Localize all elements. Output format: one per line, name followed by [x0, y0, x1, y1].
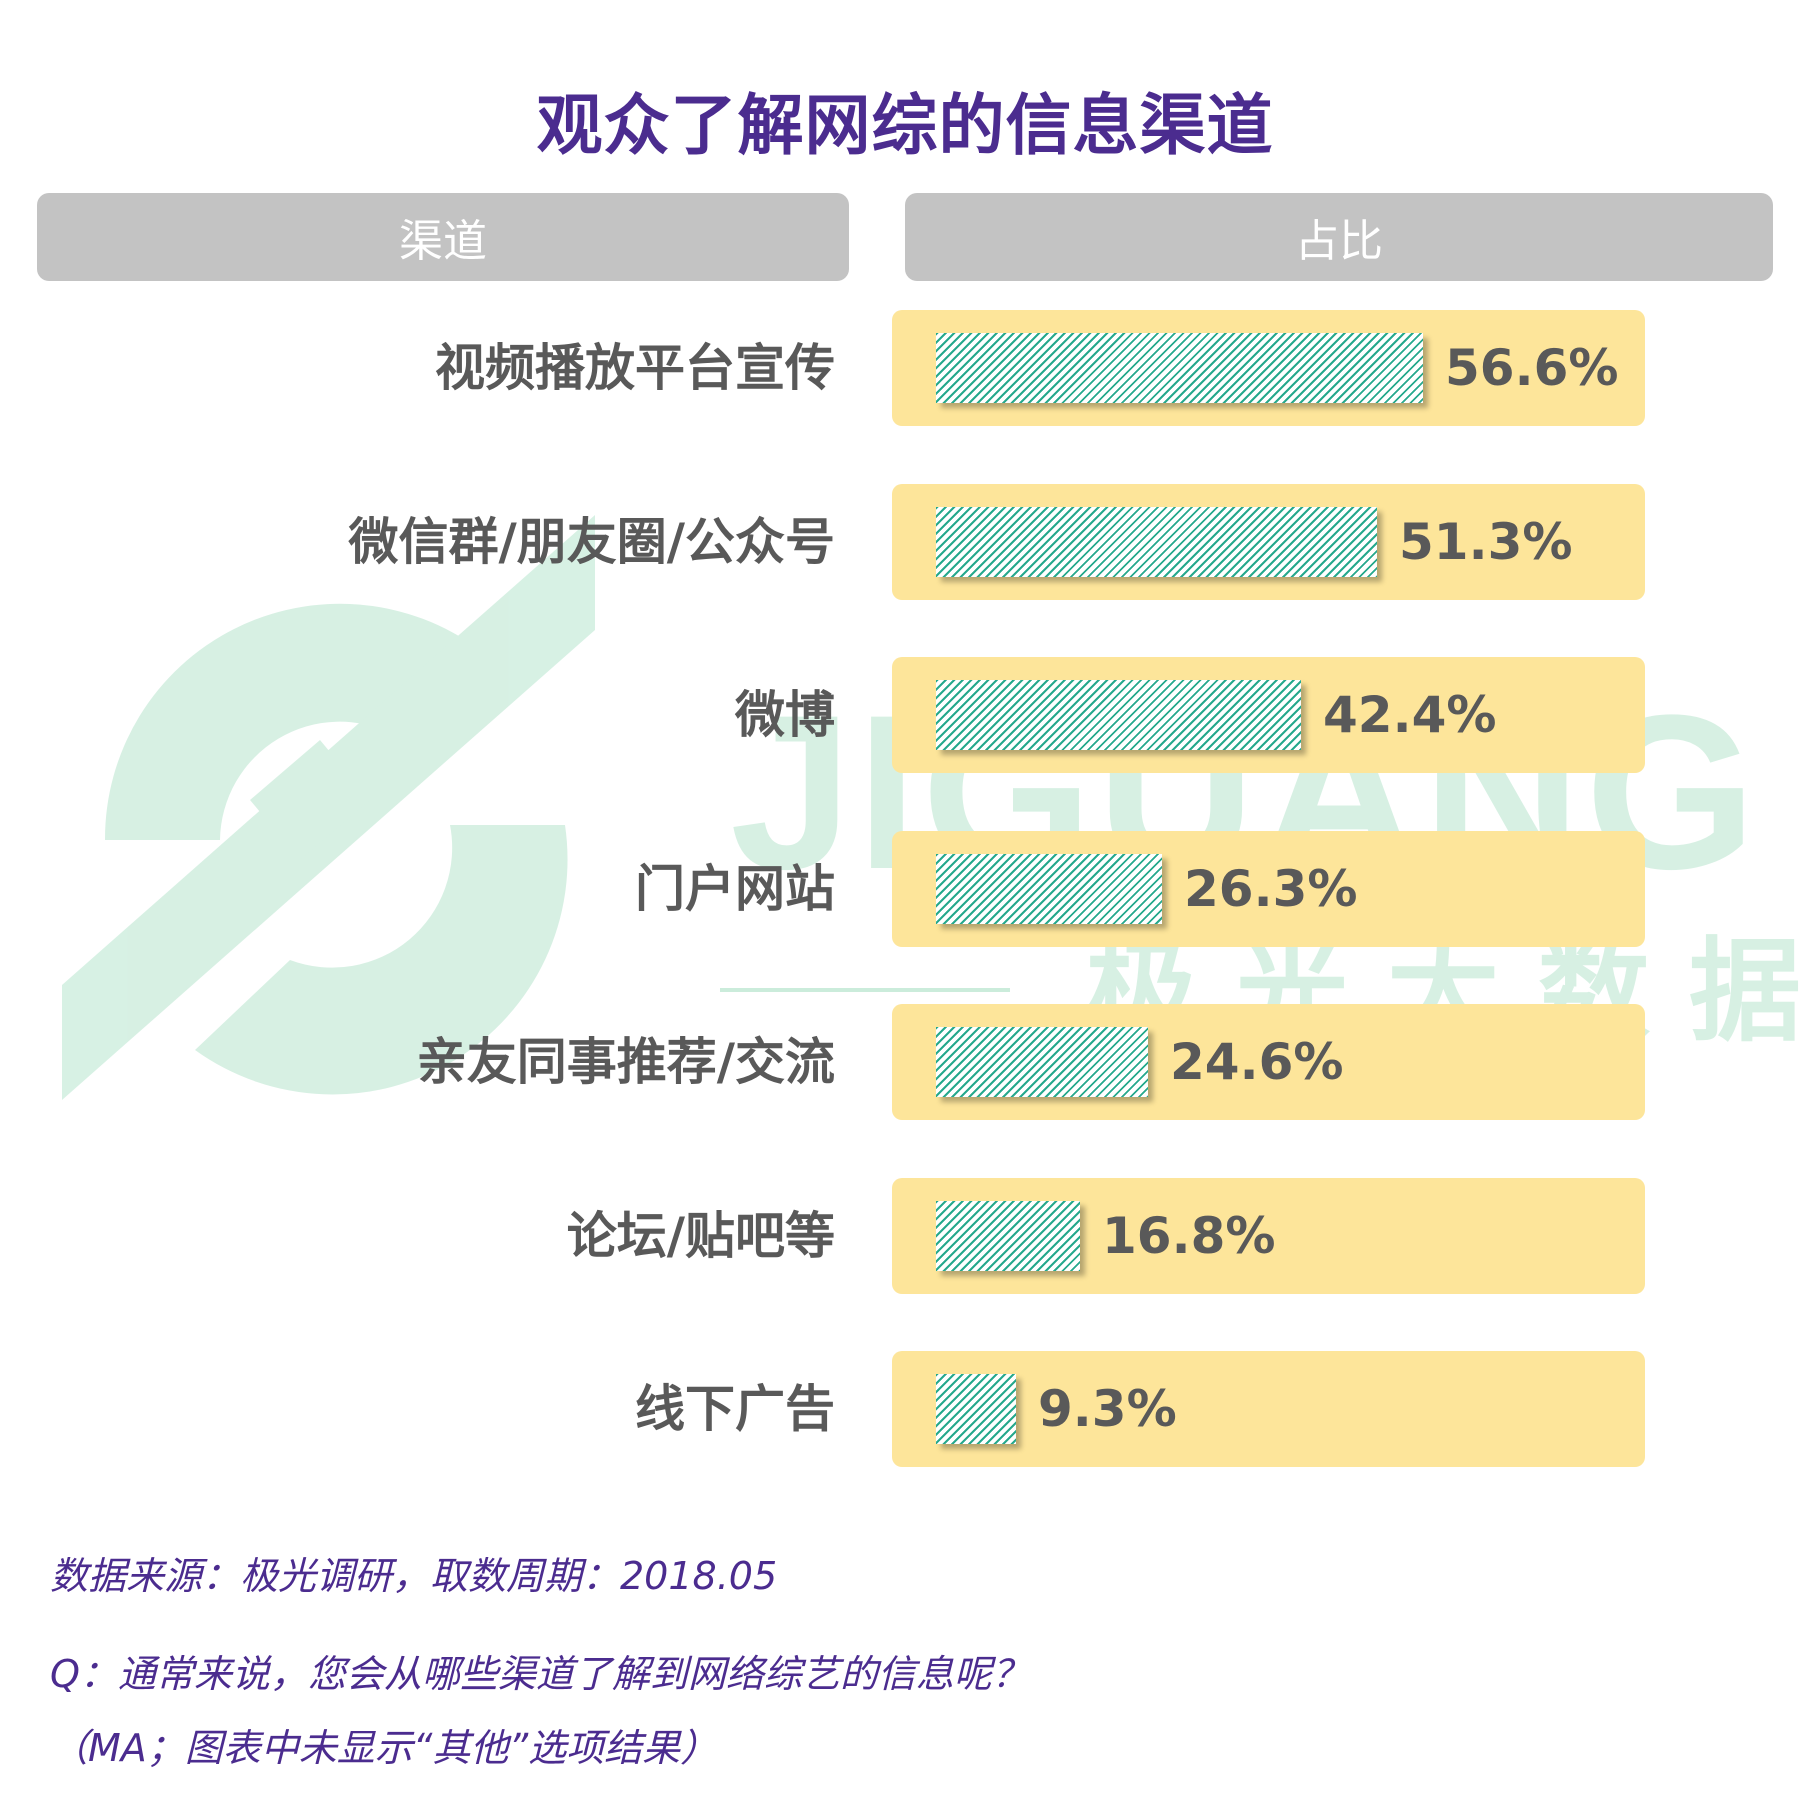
- value-label: 16.8%: [1102, 1207, 1276, 1265]
- column-header-channel: 渠道: [37, 193, 849, 281]
- value-label: 56.6%: [1445, 339, 1619, 397]
- bar: [936, 854, 1162, 924]
- chart-title: 观众了解网综的信息渠道: [536, 87, 1274, 164]
- bar: [936, 1201, 1080, 1271]
- ma-note: （MA；图表中未显示“其他”选项结果）: [50, 1726, 719, 1770]
- value-label: 24.6%: [1170, 1033, 1344, 1091]
- source-note: 数据来源：极光调研，取数周期：2018.05: [50, 1554, 778, 1598]
- bar: [936, 1374, 1016, 1444]
- category-label: 线下广告: [635, 1380, 835, 1438]
- bar: [936, 333, 1423, 403]
- category-label: 亲友同事推荐/交流: [416, 1033, 835, 1091]
- bar: [936, 1027, 1148, 1097]
- value-label: 9.3%: [1038, 1380, 1177, 1438]
- category-label: 论坛/贴吧等: [566, 1207, 835, 1265]
- question-note: Q：通常来说，您会从哪些渠道了解到网络综艺的信息呢？: [50, 1652, 1030, 1696]
- category-label: 微博: [735, 686, 835, 744]
- category-label: 门户网站: [635, 860, 835, 918]
- value-label: 26.3%: [1184, 860, 1358, 918]
- category-label: 微信群/朋友圈/公众号: [348, 513, 835, 571]
- column-header-share: 占比: [905, 193, 1773, 281]
- category-label: 视频播放平台宣传: [435, 339, 835, 397]
- row-background: [892, 1351, 1645, 1467]
- value-label: 51.3%: [1399, 513, 1573, 571]
- bar: [936, 680, 1301, 750]
- value-label: 42.4%: [1323, 686, 1497, 744]
- bar: [936, 507, 1377, 577]
